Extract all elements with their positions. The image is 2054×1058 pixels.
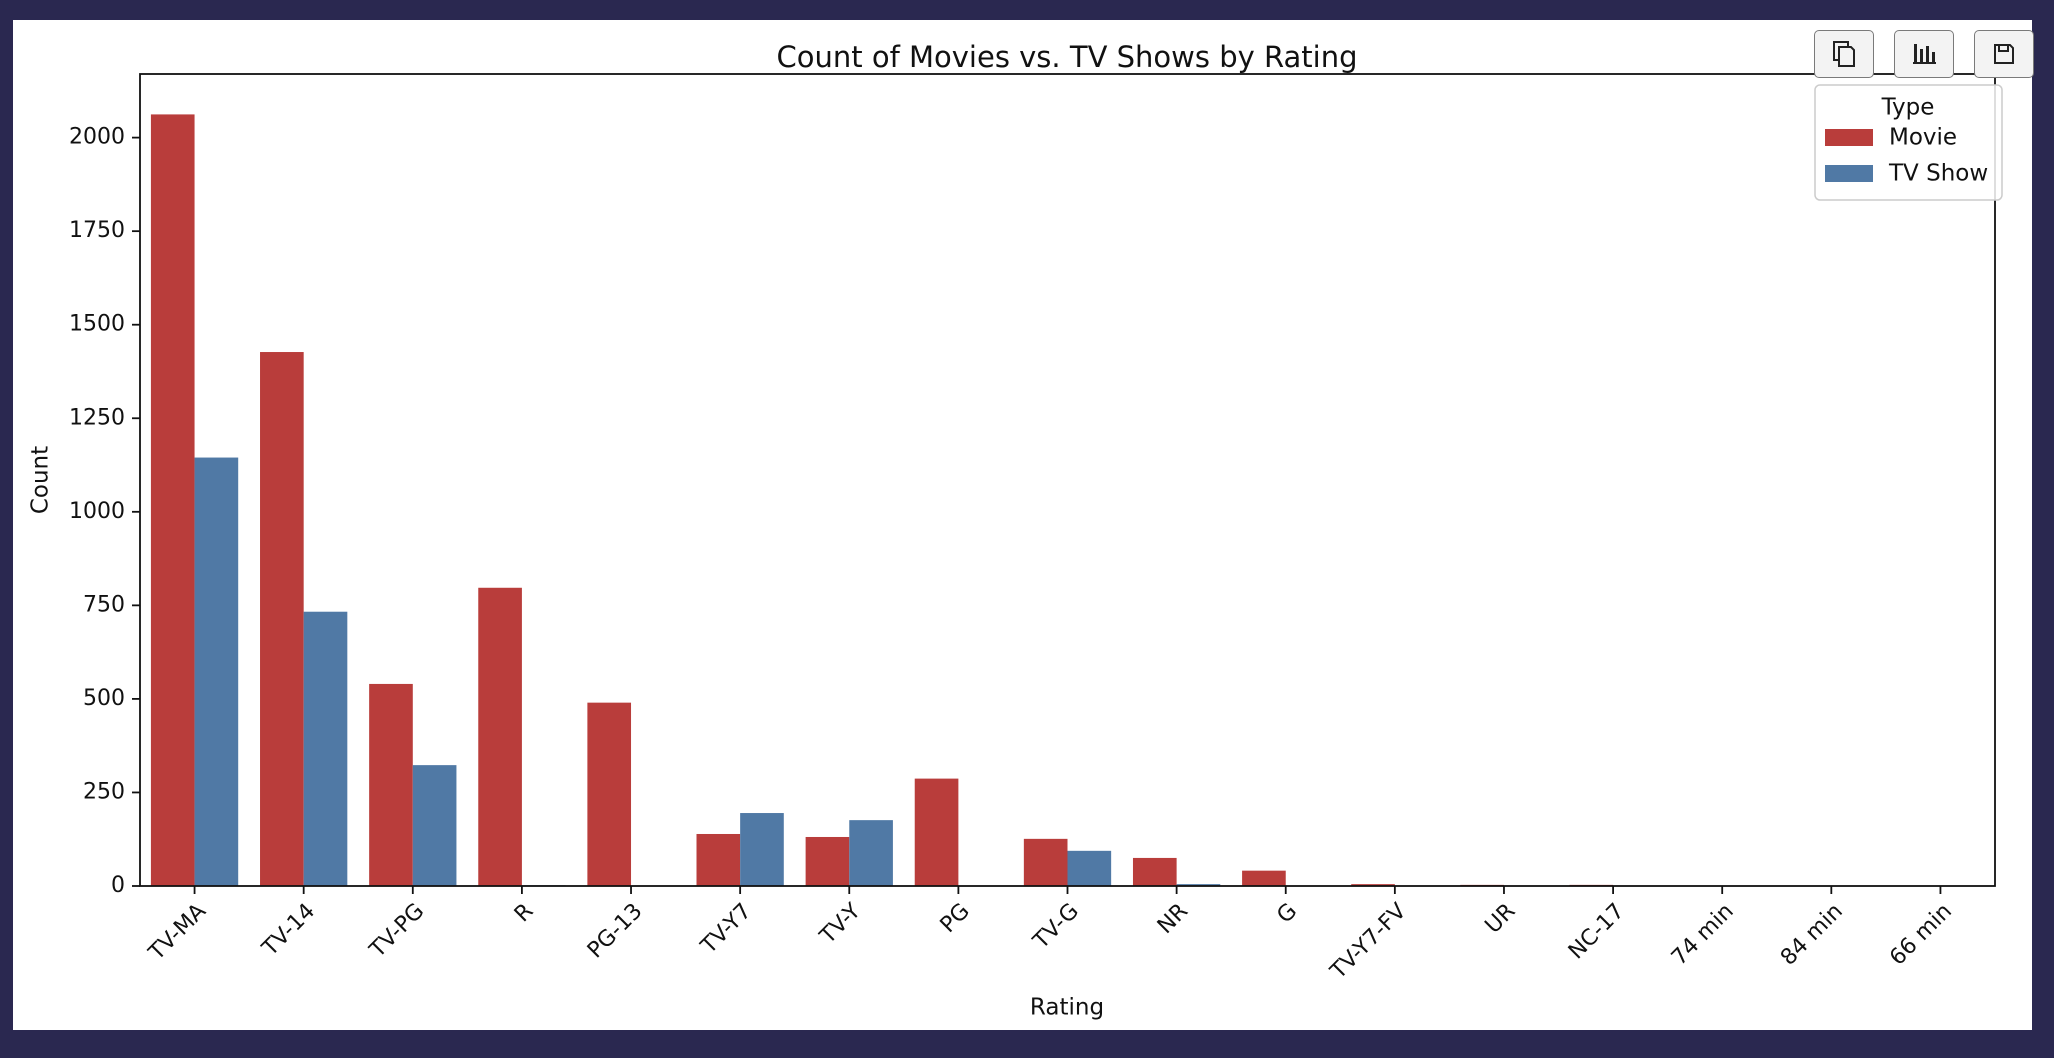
y-tick-label: 0 — [111, 873, 125, 898]
bar-chart: Count of Movies vs. TV Shows by Rating 0… — [28, 40, 2003, 1021]
bar-chart-icon — [1911, 41, 1937, 67]
floppy-disk-icon — [1992, 42, 2016, 66]
x-tick-label: PG — [936, 899, 975, 938]
bar-movie-r — [478, 587, 522, 886]
x-tick-label: TV-MA — [144, 899, 211, 966]
y-tick-label: 1750 — [69, 218, 125, 243]
legend-swatch-movie — [1825, 129, 1873, 146]
legend: Type Movie TV Show — [1814, 84, 2003, 201]
x-tick-label: NR — [1153, 899, 1193, 939]
y-axis: 0 250 500 750 1000 1250 1500 1750 2000 — [69, 125, 140, 898]
legend-swatch-tv-show — [1825, 165, 1873, 182]
legend-title: Type — [1881, 95, 1935, 121]
copy-icon — [1831, 40, 1857, 68]
chart-button[interactable] — [1894, 30, 1954, 78]
bar-movie-tv-y — [805, 836, 850, 886]
x-axis-label: Rating — [1030, 995, 1104, 1021]
y-tick-label: 1250 — [69, 405, 125, 430]
y-tick-label: 250 — [83, 779, 125, 804]
y-tick-label: 1500 — [69, 312, 125, 337]
y-tick-label: 2000 — [69, 125, 125, 150]
x-tick-label: 74 min — [1667, 899, 1739, 971]
bar-movie-g — [1242, 870, 1286, 886]
bar-movie-tv-ma — [150, 114, 195, 886]
x-axis: TV-MA TV-14 TV-PG R PG-13 TV-Y7 TV-Y PG TV-G NR G T… — [144, 886, 1957, 985]
bar-movie-tv-y7 — [696, 833, 741, 886]
x-tick-label: R — [510, 899, 538, 927]
save-button[interactable] — [1974, 30, 2034, 78]
bars-layer — [150, 114, 1941, 886]
copy-button[interactable] — [1814, 30, 1874, 78]
x-tick-label: TV-Y7 — [696, 899, 757, 960]
bar-tv-show-tv-g — [1067, 850, 1112, 886]
figure-canvas: Count of Movies vs. TV Shows by Rating 0… — [13, 20, 2034, 1030]
bar-movie-pg — [914, 778, 959, 886]
x-tick-label: G — [1272, 899, 1302, 929]
legend-label-movie: Movie — [1889, 125, 1957, 151]
y-tick-label: 500 — [83, 686, 125, 711]
x-tick-label: 66 min — [1885, 899, 1957, 971]
plot-frame — [139, 73, 1996, 887]
y-tick-label: 750 — [83, 592, 125, 617]
bar-movie-tv-g — [1023, 838, 1068, 886]
bar-movie-tv-14 — [260, 352, 304, 886]
bar-tv-show-tv-pg — [412, 765, 457, 886]
chart-title: Count of Movies vs. TV Shows by Rating — [776, 40, 1357, 74]
bar-tv-show-nr — [1176, 884, 1221, 886]
x-tick-label: TV-14 — [257, 899, 320, 962]
x-tick-label: TV-PG — [365, 899, 430, 964]
bar-movie-tv-pg — [369, 683, 413, 886]
x-tick-label: UR — [1481, 899, 1521, 939]
x-tick-label: TV-Y — [815, 898, 866, 949]
bar-movie-pg-13 — [587, 702, 632, 886]
bar-movie-tv-y7-fv — [1351, 884, 1395, 886]
x-tick-label: 84 min — [1776, 899, 1848, 971]
x-tick-label: TV-Y7-FV — [1325, 899, 1411, 985]
x-tick-label: TV-G — [1028, 899, 1084, 955]
bar-tv-show-tv-y — [849, 820, 893, 886]
bar-tv-show-tv-ma — [194, 457, 239, 886]
x-tick-label: NC-17 — [1564, 899, 1630, 965]
y-tick-label: 1000 — [69, 499, 125, 524]
x-tick-label: PG-13 — [583, 899, 648, 964]
bar-tv-show-tv-y7 — [740, 813, 784, 886]
bar-tv-show-tv-14 — [303, 611, 348, 886]
bar-movie-nr — [1132, 857, 1177, 886]
y-axis-label: Count — [28, 446, 54, 514]
legend-label-tv-show: TV Show — [1888, 161, 1988, 187]
